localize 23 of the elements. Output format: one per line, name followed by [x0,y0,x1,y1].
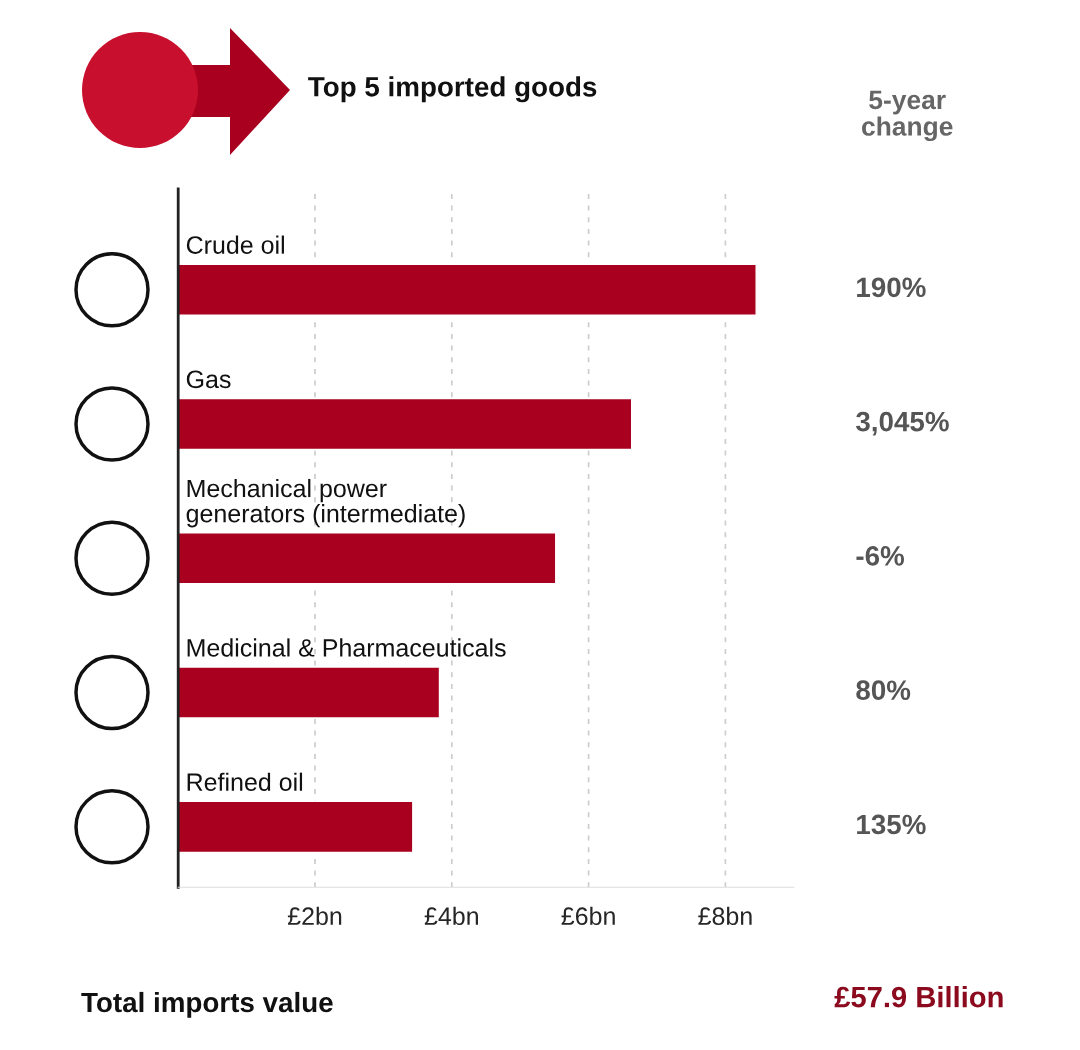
x-tick-label: £6bn [561,906,615,926]
text: 135% [857,814,926,835]
text: 5-year change [862,90,953,142]
y-tick-label: Mechanical power generators (intermediate) [186,478,465,528]
bar [178,263,757,316]
x-tick-label: £2bn [287,906,342,926]
y-tick-label: Medicinal & Pharmaceuticals [187,638,506,657]
bar [178,666,441,719]
text: 80% [856,680,911,700]
x-tick-label: £4bn [424,906,478,926]
y-tick-label: Gas [186,370,231,389]
text: -6% [856,546,905,566]
bar [178,397,633,451]
text: Total imports value [81,991,333,1018]
text: 190% [857,277,926,298]
bar [178,800,414,854]
text: £57.9 Billion [834,986,1003,1008]
bar [178,532,557,585]
chart-title: Top 5 imported goods [308,76,597,103]
y-tick-label: Refined oil [187,772,303,791]
x-tick-label: £8bn [698,906,752,926]
text: 3,045% [856,411,949,436]
y-tick-label: Crude oil [186,235,284,254]
